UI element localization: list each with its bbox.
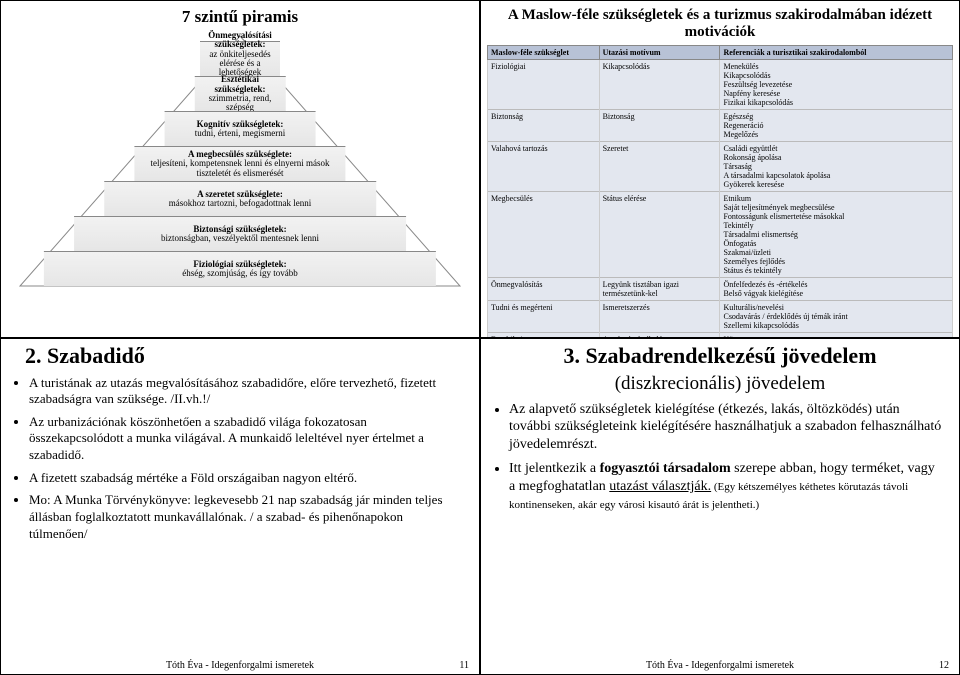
maslow-cell: Szeretet: [599, 142, 720, 192]
maslow-row: Tudni és megérteniIsmeretszerzésKulturál…: [488, 301, 953, 333]
slide-szabadido: 2. Szabadidő A turistának az utazás megv…: [0, 338, 480, 675]
bullet: Az alapvető szükségletek kielégítése (ét…: [509, 401, 943, 455]
maslow-cell: Ismeretszerzés: [599, 301, 720, 333]
bullet: A fizetett szabadság mértéke a Föld orsz…: [29, 470, 463, 487]
bullet: Az urbanizációnak köszönhetően a szabadi…: [29, 414, 463, 464]
slide-maslow-table: A Maslow-féle szükségletek és a turizmus…: [480, 0, 960, 338]
maslow-cell: Fiziológiai: [488, 60, 600, 110]
pyramid-level: A szeretet szükséglete: másokhoz tartozn…: [104, 181, 376, 216]
pyramid-level: Fiziológiai szükségletek: éhség, szomjús…: [44, 251, 436, 286]
pyramid-level: Önmegvalósítási szükségletek: az önkitel…: [200, 41, 280, 76]
maslow-row: MegbecsülésStátus eléréseEtnikum Saját t…: [488, 192, 953, 278]
page-number: 11: [459, 660, 469, 671]
pyramid-title: 7 szintű piramis: [7, 7, 473, 27]
page-number: 12: [939, 660, 949, 671]
jovedelem-title: 3. Szabadrendelkezésű jövedelem (diszkre…: [487, 343, 953, 395]
maslow-cell: Tudni és megérteni: [488, 301, 600, 333]
slide-pyramid: 7 szintű piramis Önmegvalósítási szükség…: [0, 0, 480, 338]
maslow-cell: Legyünk tisztában igazi természetünk-kel: [599, 278, 720, 301]
pyramid-level: A megbecsülés szükséglete: teljesíteni, …: [134, 146, 345, 181]
maslow-row: BiztonságBiztonságEgészség Regeneráció M…: [488, 110, 953, 142]
maslow-cell: Önfelfedezés és -értékelés Belső vágyak …: [720, 278, 953, 301]
maslow-table: Maslow-féle szükségletUtazási motívumRef…: [487, 45, 953, 338]
maslow-cell: Kikapcsolódás: [599, 60, 720, 110]
pyramid-level: Kognitív szükségletek: tudni, érteni, me…: [165, 111, 316, 146]
maslow-cell: Egészség Regeneráció Megelőzés: [720, 110, 953, 142]
maslow-col-header: Referenciák a turisztikai szakirodalombó…: [720, 46, 953, 60]
maslow-cell: Etnikum Saját teljesítmények megbecsülés…: [720, 192, 953, 278]
maslow-cell: Menekülés Kikapcsolódás Feszültség levez…: [720, 60, 953, 110]
bullet: Mo: A Munka Törvénykönyve: legkevesebb 2…: [29, 492, 463, 542]
pyramid-level: Esztétikai szükségletek: szimmetria, ren…: [195, 76, 286, 111]
maslow-cell: Biztonság: [599, 110, 720, 142]
maslow-cell: Kulturális/nevelési Csodavárás / érdeklő…: [720, 301, 953, 333]
jovedelem-bullets: Az alapvető szükségletek kielégítése (ét…: [509, 401, 943, 514]
szabadido-title: 2. Szabadidő: [25, 343, 473, 369]
pyramid-level: Biztonsági szükségletek: biztonságban, v…: [74, 216, 406, 251]
maslow-cell: Önmegvalósítás: [488, 278, 600, 301]
maslow-cell: Családi együttlét Rokonság ápolása Társa…: [720, 142, 953, 192]
maslow-col-header: Utazási motívum: [599, 46, 720, 60]
szabadido-bullets: A turistának az utazás megvalósításához …: [29, 375, 463, 543]
maslow-cell: Státus elérése: [599, 192, 720, 278]
maslow-cell: Valahová tartozás: [488, 142, 600, 192]
footer-12: Tóth Éva - Idegenforgalmi ismeretek 12: [481, 660, 959, 671]
maslow-col-header: Maslow-féle szükséglet: [488, 46, 600, 60]
bullet: A turistának az utazás megvalósításához …: [29, 375, 463, 408]
maslow-title: A Maslow-féle szükségletek és a turizmus…: [487, 7, 953, 41]
footer-text: Tóth Éva - Idegenforgalmi ismeretek: [646, 660, 794, 671]
pyramid: Önmegvalósítási szükségletek: az önkitel…: [7, 31, 473, 296]
maslow-cell: Biztonság: [488, 110, 600, 142]
maslow-row: Valahová tartozásSzeretetCsaládi együttl…: [488, 142, 953, 192]
maslow-row: ÖnmegvalósításLegyünk tisztában igazi te…: [488, 278, 953, 301]
maslow-cell: Megbecsülés: [488, 192, 600, 278]
slide-jovedelem: 3. Szabadrendelkezésű jövedelem (diszkre…: [480, 338, 960, 675]
bullet: Itt jelentkezik a fogyasztói társadalom …: [509, 460, 943, 514]
footer-text: Tóth Éva - Idegenforgalmi ismeretek: [166, 660, 314, 671]
footer-11: Tóth Éva - Idegenforgalmi ismeretek 11: [1, 660, 479, 671]
maslow-row: FiziológiaiKikapcsolódásMenekülés Kikapc…: [488, 60, 953, 110]
